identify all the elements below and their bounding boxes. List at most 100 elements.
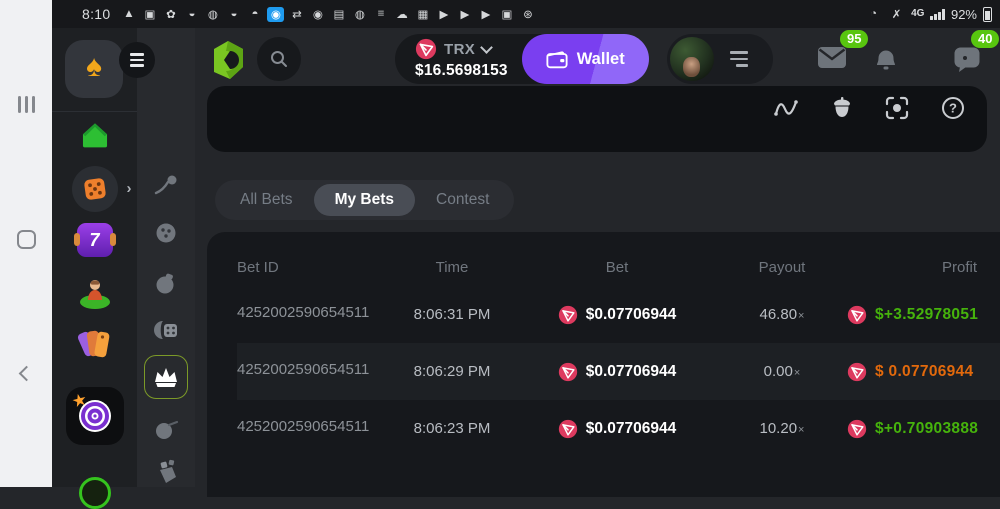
status-notification-icon: ⇄ bbox=[288, 7, 305, 22]
notifications-button[interactable] bbox=[873, 46, 899, 73]
sidebar-item-slots[interactable]: 7 bbox=[52, 223, 137, 257]
svg-text:?: ? bbox=[949, 101, 957, 116]
rail-item-keno-active[interactable] bbox=[137, 355, 195, 399]
system-status-icons: ◔ ✗ 4G 92% bbox=[865, 7, 992, 22]
wallet-button[interactable]: Wallet bbox=[522, 34, 649, 84]
col-time: Time bbox=[387, 259, 517, 276]
classic-dice-icon bbox=[151, 316, 181, 344]
table-row[interactable]: 4252002590654511 8:06:31 PM $0.07706944 … bbox=[237, 286, 1000, 343]
keno-crown-icon bbox=[151, 364, 181, 390]
sidebar: ♠ › 7 bbox=[52, 28, 137, 487]
back-icon[interactable] bbox=[0, 368, 52, 379]
wallet-label: Wallet bbox=[577, 50, 625, 69]
recents-icon[interactable] bbox=[0, 96, 52, 113]
sports-icon bbox=[79, 477, 111, 509]
bet-amount: $0.07706944 bbox=[586, 306, 677, 324]
table-row[interactable]: 4252002590654511 8:06:23 PM $0.07706944 … bbox=[237, 400, 1000, 457]
notification-icons: ▲▣✿◒◍◒◓◉⇄◉▤◍≡☁▦▶▶▶▣⊛ bbox=[120, 7, 865, 22]
home-nav-icon[interactable] bbox=[0, 230, 52, 249]
rail-item-classic-dice[interactable] bbox=[137, 316, 195, 344]
sidebar-item-home[interactable] bbox=[52, 118, 137, 152]
game-toolbar: ? bbox=[773, 96, 965, 120]
sidebar-collapse-button[interactable] bbox=[119, 42, 155, 78]
rail-item-mines[interactable] bbox=[137, 269, 195, 297]
sidebar-item-casino[interactable]: ♠ bbox=[65, 40, 123, 98]
bcgame-logo[interactable] bbox=[209, 40, 247, 80]
time-cell: 8:06:29 PM bbox=[387, 363, 517, 380]
status-notification-icon: ▦ bbox=[414, 7, 431, 22]
android-nav-bar bbox=[0, 0, 52, 487]
ball-icon bbox=[152, 416, 180, 444]
sidebar-item-dice[interactable]: › bbox=[52, 166, 137, 212]
rail-item-shake-dice[interactable] bbox=[137, 458, 195, 488]
status-notification-icon: ◉ bbox=[309, 7, 326, 22]
app-header: TRX $16.5698153 Wallet bbox=[195, 28, 1000, 90]
status-notification-icon: ☁ bbox=[393, 7, 410, 22]
profit-cell: $+3.52978051 bbox=[847, 305, 978, 325]
battery-icon bbox=[983, 7, 992, 22]
status-notification-icon: ◉ bbox=[267, 7, 284, 22]
status-notification-icon: ▤ bbox=[330, 7, 347, 22]
table-body: 4252002590654511 8:06:31 PM $0.07706944 … bbox=[237, 286, 1000, 457]
trends-button[interactable] bbox=[773, 96, 799, 120]
search-icon bbox=[269, 49, 289, 69]
rail-item-plinko[interactable] bbox=[137, 219, 195, 247]
status-notification-icon: ◓ bbox=[246, 7, 263, 22]
sidebar-item-live-casino[interactable] bbox=[52, 274, 137, 310]
currency-selector[interactable]: TRX $16.5698153 bbox=[395, 38, 522, 80]
rail-item-ball[interactable] bbox=[137, 416, 195, 444]
rail-item-crash[interactable] bbox=[137, 171, 195, 199]
profit-amount: $ 0.07706944 bbox=[875, 363, 973, 381]
profit-amount: $+0.70903888 bbox=[875, 420, 978, 438]
trx-coin-icon bbox=[558, 362, 578, 382]
chat-button[interactable] bbox=[953, 46, 981, 73]
mute-icon: ✗ bbox=[888, 7, 905, 22]
trx-coin-icon bbox=[847, 419, 867, 439]
theater-mode-button[interactable] bbox=[885, 96, 909, 120]
help-button[interactable]: ? bbox=[941, 96, 965, 120]
bell-icon bbox=[873, 46, 899, 73]
bet-cell: $0.07706944 bbox=[517, 419, 717, 439]
seed-button[interactable] bbox=[831, 96, 853, 120]
status-notification-icon: ≡ bbox=[372, 7, 389, 22]
time-cell: 8:06:23 PM bbox=[387, 420, 517, 437]
battery-percent: 92% bbox=[951, 7, 977, 22]
table-row[interactable]: 4252002590654511 8:06:29 PM $0.07706944 … bbox=[237, 343, 1000, 400]
bet-cell: $0.07706944 bbox=[517, 362, 717, 382]
app-window: ♠ › 7 bbox=[52, 28, 1000, 487]
main-content: TRX $16.5698153 Wallet bbox=[195, 28, 1000, 487]
chat-badge: 40 bbox=[971, 30, 999, 48]
slot-seven-icon: 7 bbox=[77, 223, 113, 257]
search-button[interactable] bbox=[257, 37, 301, 81]
tab-contest[interactable]: Contest bbox=[415, 184, 510, 216]
profit-cell: $ 0.07706944 bbox=[847, 362, 973, 382]
live-dealer-icon bbox=[75, 274, 115, 310]
tab-my-bets[interactable]: My Bets bbox=[314, 184, 415, 216]
sidebar-item-dart-game[interactable]: ★ bbox=[52, 387, 137, 445]
mail-button[interactable] bbox=[817, 46, 847, 69]
sidebar-item-promotions[interactable] bbox=[52, 327, 137, 363]
plinko-ball-icon bbox=[152, 219, 180, 247]
payout-cell: 0.00× bbox=[717, 363, 847, 380]
tab-all-bets[interactable]: All Bets bbox=[219, 184, 314, 216]
profile-group[interactable] bbox=[667, 34, 773, 84]
wallet-balance: $16.5698153 bbox=[415, 62, 508, 80]
crash-comet-icon bbox=[152, 171, 180, 199]
status-notification-icon: ▲ bbox=[120, 7, 137, 22]
multiplier-x: × bbox=[798, 310, 804, 322]
star-icon: ★ bbox=[69, 389, 89, 412]
network-type-label: 4G bbox=[911, 9, 924, 19]
multiplier-x: × bbox=[798, 424, 804, 436]
time-cell: 8:06:31 PM bbox=[387, 306, 517, 323]
mines-bomb-icon bbox=[152, 269, 180, 297]
home-icon bbox=[78, 118, 112, 152]
table-header-row: Bet ID Time Bet Payout Profit bbox=[237, 248, 1000, 286]
game-rail bbox=[137, 28, 195, 487]
status-notification-icon: ◒ bbox=[183, 7, 200, 22]
sidebar-item-sports[interactable] bbox=[52, 477, 137, 509]
status-notification-icon: ▣ bbox=[498, 7, 515, 22]
payout-cell: 10.20× bbox=[717, 420, 847, 437]
avatar[interactable] bbox=[670, 37, 714, 81]
multiplier-x: × bbox=[794, 367, 800, 379]
status-notification-icon: ◍ bbox=[204, 7, 221, 22]
